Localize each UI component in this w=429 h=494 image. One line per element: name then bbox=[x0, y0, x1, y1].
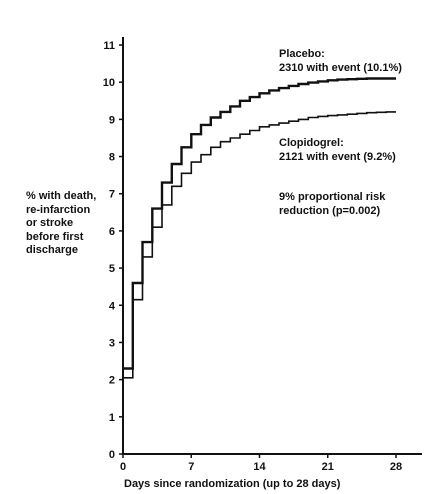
x-tick-label: 28 bbox=[390, 461, 402, 473]
y-tick-label: 10 bbox=[103, 77, 115, 89]
y-axis-label: % with death, re-infarction or stroke be… bbox=[26, 190, 116, 258]
tick-marks: 0 1 2 3 4 5 6 7 8 9 10 11 0 7 14 21 28 bbox=[103, 40, 402, 473]
risk-reduction-annotation: 9% proportional risk reduction (p=0.002) bbox=[279, 190, 385, 218]
placebo-events-label: 2310 with event (10.1%) bbox=[279, 62, 402, 74]
series-lines bbox=[123, 77, 396, 379]
y-tick-label: 1 bbox=[109, 412, 115, 424]
clopidogrel-label: Clopidogrel: bbox=[279, 137, 344, 149]
y-tick-label: 5 bbox=[109, 263, 115, 275]
y-axis-label-line: discharge bbox=[26, 244, 78, 256]
x-tick-label: 0 bbox=[120, 461, 126, 473]
y-axis-label-line: re-infarction bbox=[26, 203, 91, 216]
y-tick-label: 9 bbox=[109, 114, 115, 126]
placebo-series-line bbox=[123, 77, 396, 370]
y-tick-label: 2 bbox=[109, 375, 115, 387]
clopidogrel-annotation: Clopidogrel: 2121 with event (9.2%) bbox=[279, 136, 396, 164]
risk-reduction-line: reduction (p=0.002) bbox=[279, 205, 381, 217]
x-tick-label: 7 bbox=[188, 461, 194, 473]
y-tick-label: 8 bbox=[109, 152, 115, 164]
axes bbox=[122, 37, 422, 455]
placebo-annotation: Placebo: 2310 with event (10.1%) bbox=[279, 47, 402, 75]
risk-reduction-line: 9% proportional risk bbox=[279, 191, 386, 203]
x-axis-label: Days since randomization (up to 28 days) bbox=[124, 478, 341, 490]
x-tick-label: 14 bbox=[253, 461, 266, 473]
y-axis-label-line: % with death, bbox=[26, 190, 97, 202]
x-tick-label: 21 bbox=[322, 461, 334, 473]
y-axis-label-line: or stroke bbox=[26, 217, 74, 229]
placebo-label: Placebo: bbox=[279, 48, 325, 60]
y-tick-label: 3 bbox=[109, 337, 115, 349]
y-tick-label: 6 bbox=[109, 226, 115, 238]
clopidogrel-series-line bbox=[123, 111, 396, 379]
clopidogrel-events-label: 2121 with event (9.2%) bbox=[279, 151, 396, 163]
y-tick-label: 4 bbox=[109, 300, 116, 312]
y-tick-label: 0 bbox=[109, 449, 115, 461]
y-axis-label-line: before first bbox=[26, 230, 84, 243]
y-tick-label: 11 bbox=[103, 40, 115, 52]
y-tick-label: 7 bbox=[109, 189, 115, 201]
